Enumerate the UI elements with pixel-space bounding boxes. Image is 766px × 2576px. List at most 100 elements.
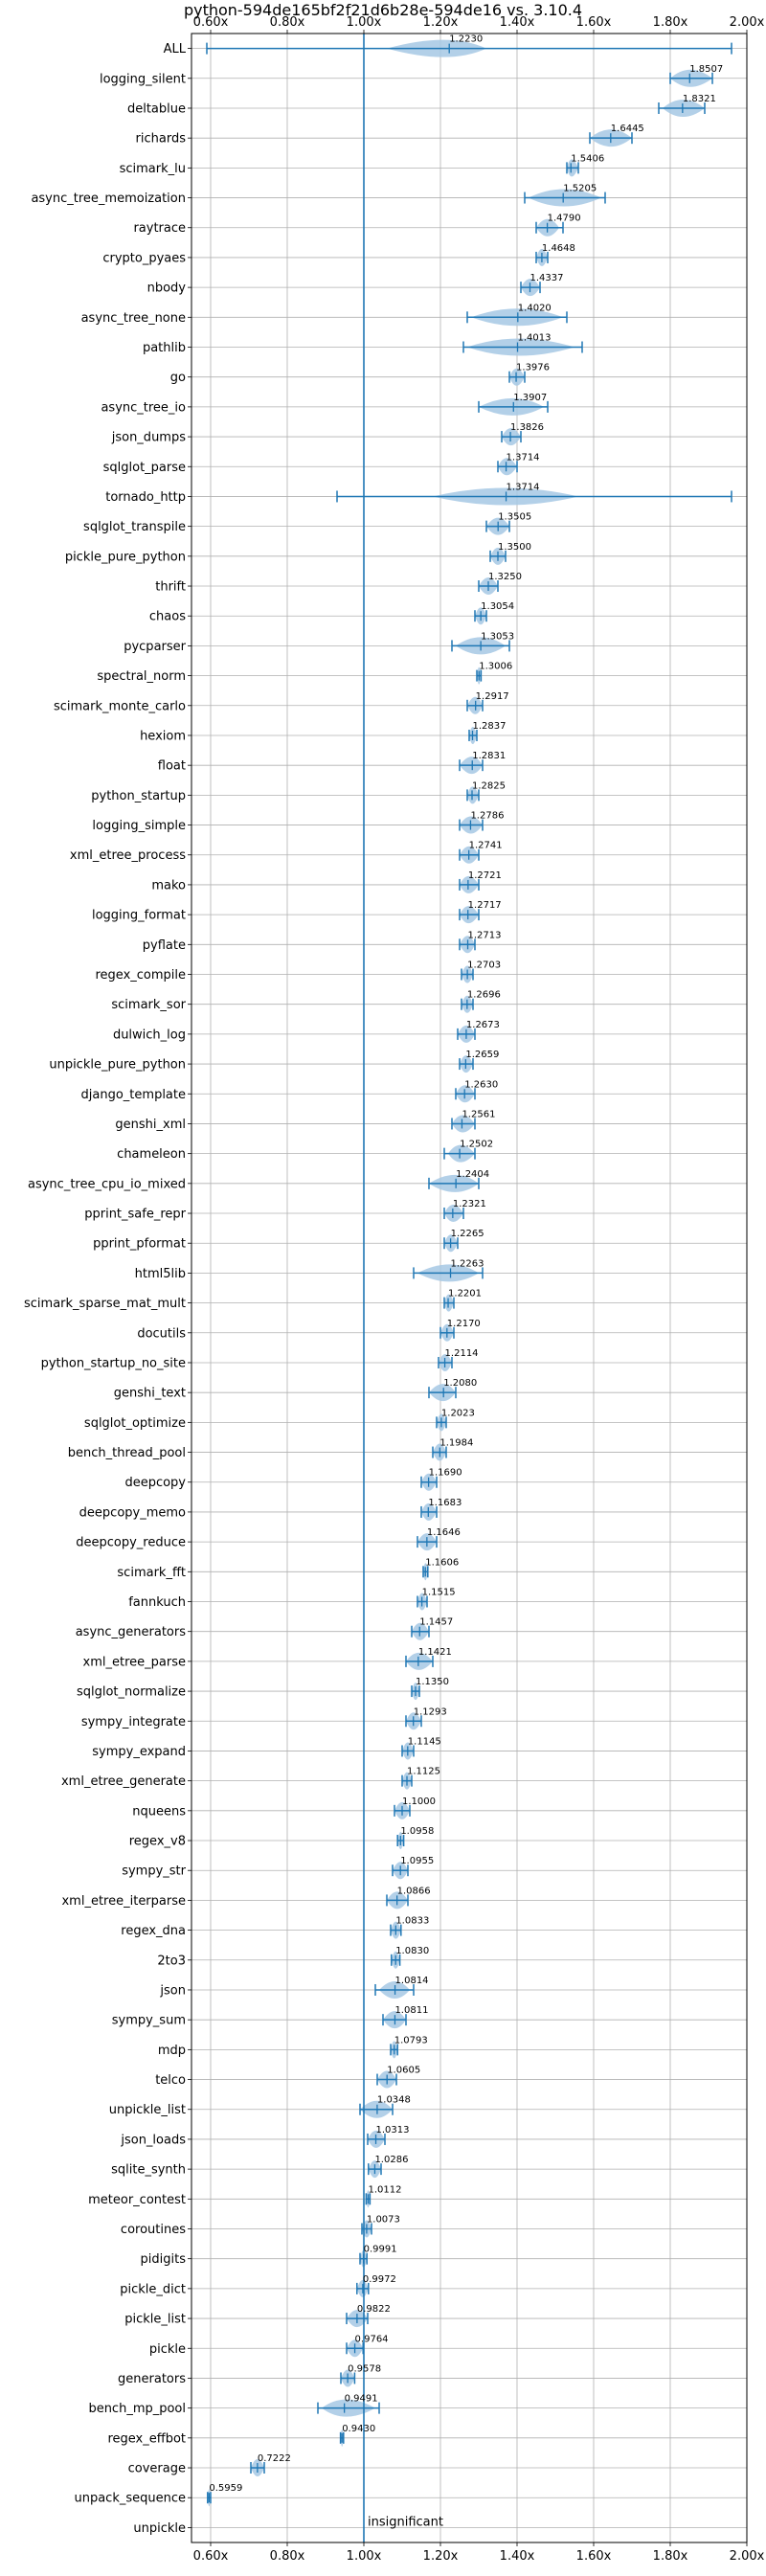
x-tick-label-bottom: 0.80x bbox=[270, 2549, 305, 2564]
value-label: 1.1457 bbox=[419, 1617, 453, 1628]
y-tick-label: pyflate bbox=[143, 938, 186, 953]
value-label: 1.2721 bbox=[468, 870, 502, 881]
value-label: 0.9822 bbox=[357, 2304, 391, 2315]
y-tick-label: sympy_expand bbox=[92, 1745, 186, 1759]
value-label: 1.5205 bbox=[563, 184, 597, 194]
y-tick-label: telco bbox=[155, 2073, 186, 2088]
x-tick-label-top: 1.20x bbox=[423, 15, 459, 30]
x-tick-label-top: 0.60x bbox=[193, 15, 229, 30]
y-tick-label: thrift bbox=[155, 580, 186, 595]
y-tick-label: nqueens bbox=[132, 1804, 186, 1819]
y-tick-label: pathlib bbox=[143, 341, 186, 355]
error-bars bbox=[206, 42, 732, 2504]
y-tick-label: regex_dna bbox=[121, 1924, 186, 1938]
x-tick-labels: 0.60x 0.60x 0.80x 0.80x 1.00x 1.00x 1.20x 1.20x… bbox=[193, 15, 765, 2564]
y-tick-label: logging_silent bbox=[100, 72, 186, 86]
y-tick-label: deepcopy_memo bbox=[79, 1505, 186, 1520]
y-tick-label: scimark_lu bbox=[120, 162, 186, 176]
y-tick-label: tornado_http bbox=[105, 490, 186, 505]
x-tick-label-top: 1.60x bbox=[576, 15, 612, 30]
y-tick-label: unpickle bbox=[133, 2521, 186, 2536]
value-label: 1.3907 bbox=[513, 393, 547, 403]
y-tick-label: dulwich_log bbox=[113, 1028, 186, 1042]
y-tick-label: async_tree_none bbox=[81, 311, 186, 326]
value-label: 1.4337 bbox=[529, 273, 563, 283]
y-tick-label: pickle bbox=[149, 2342, 186, 2357]
x-tick-label-bottom: 1.20x bbox=[423, 2549, 459, 2564]
value-label: 1.3976 bbox=[516, 363, 550, 373]
y-tick-label: xml_etree_parse bbox=[83, 1655, 186, 1669]
value-label: 1.2321 bbox=[453, 1199, 486, 1209]
value-label: 1.1515 bbox=[422, 1588, 456, 1598]
y-tick-label: float bbox=[158, 759, 186, 774]
value-label: 1.3826 bbox=[510, 422, 544, 433]
y-tick-label: pycparser bbox=[124, 640, 186, 654]
value-label: 0.9430 bbox=[342, 2424, 375, 2434]
value-label: 1.0073 bbox=[367, 2215, 400, 2226]
value-label: 0.7222 bbox=[258, 2453, 291, 2464]
y-tick-label: deltablue bbox=[127, 102, 186, 116]
y-tick-label: regex_compile bbox=[95, 968, 186, 983]
y-tick-label: scimark_monte_carlo bbox=[54, 699, 186, 713]
y-tick-label: async_tree_cpu_io_mixed bbox=[28, 1177, 186, 1191]
y-tick-label: genshi_text bbox=[114, 1387, 186, 1401]
y-tick-label: scimark_sparse_mat_mult bbox=[24, 1297, 186, 1311]
value-label: 1.0833 bbox=[395, 1916, 429, 1927]
value-label: 1.8507 bbox=[689, 64, 723, 75]
y-tick-label: mdp bbox=[158, 2044, 186, 2058]
value-label: 1.2201 bbox=[448, 1289, 482, 1299]
value-label: 1.2717 bbox=[468, 900, 502, 911]
y-tick-label: async_tree_io bbox=[101, 400, 186, 415]
value-label: 0.9491 bbox=[345, 2394, 378, 2405]
value-label: 1.5406 bbox=[571, 153, 604, 164]
y-tick-label: pickle_list bbox=[124, 2313, 186, 2327]
y-tick-label: python_startup bbox=[91, 789, 186, 803]
y-tick-label: sqlglot_normalize bbox=[77, 1685, 186, 1700]
value-label: 1.2917 bbox=[476, 691, 509, 702]
y-tick-label: async_generators bbox=[76, 1625, 187, 1639]
y-tick-label: unpickle_list bbox=[109, 2103, 186, 2117]
x-tick-label-bottom: 2.00x bbox=[730, 2549, 765, 2564]
value-label: 1.2703 bbox=[467, 960, 501, 971]
x-tick-label-bottom: 1.40x bbox=[500, 2549, 535, 2564]
value-label: 1.2080 bbox=[443, 1378, 477, 1389]
value-label: 1.2837 bbox=[472, 721, 506, 732]
y-tick-label: django_template bbox=[81, 1088, 186, 1102]
value-label: 1.6445 bbox=[611, 124, 644, 134]
value-label: 1.4648 bbox=[542, 243, 575, 254]
value-label: 1.3053 bbox=[481, 631, 514, 642]
y-tick-label: html5lib bbox=[135, 1267, 186, 1281]
value-label: 1.0605 bbox=[387, 2066, 420, 2076]
y-tick-label: sqlglot_parse bbox=[103, 461, 186, 475]
y-tick-label: sympy_integrate bbox=[81, 1715, 186, 1729]
value-label: 0.9991 bbox=[364, 2245, 397, 2255]
value-label: 1.3006 bbox=[479, 662, 512, 672]
x-tick-label-top: 1.40x bbox=[500, 15, 535, 30]
y-tick-label: deepcopy_reduce bbox=[76, 1536, 186, 1550]
y-tick-label: richards bbox=[136, 132, 187, 147]
y-tick-label: fannkuch bbox=[128, 1595, 186, 1610]
value-label: 1.2741 bbox=[469, 841, 503, 851]
value-label: 1.3714 bbox=[507, 482, 540, 492]
x-tick-label-top: 0.80x bbox=[270, 15, 305, 30]
value-label: 1.0958 bbox=[400, 1826, 434, 1837]
x-tick-label-bottom: 1.00x bbox=[347, 2549, 382, 2564]
value-label: 1.2502 bbox=[460, 1140, 493, 1150]
y-tick-labels: ALL logging_silent deltablue richards scimar… bbox=[24, 42, 192, 2536]
value-label: 1.2713 bbox=[468, 930, 502, 940]
value-label: 1.2659 bbox=[465, 1050, 499, 1060]
y-tick-label: json_loads bbox=[120, 2133, 186, 2147]
value-label: 1.1606 bbox=[425, 1557, 459, 1568]
y-tick-label: json_dumps bbox=[111, 431, 186, 445]
value-label: 1.0313 bbox=[376, 2125, 410, 2135]
y-tick-label: regex_effbot bbox=[107, 2431, 186, 2446]
value-label: 0.9764 bbox=[355, 2334, 389, 2344]
value-label: 1.2023 bbox=[441, 1408, 475, 1418]
value-label: 0.9578 bbox=[348, 2363, 381, 2374]
value-label: 1.1984 bbox=[439, 1438, 473, 1449]
y-tick-label: json bbox=[159, 1983, 186, 1998]
value-label: 1.1646 bbox=[427, 1527, 461, 1538]
y-tick-label: deepcopy bbox=[124, 1476, 186, 1490]
y-tick-label: pidigits bbox=[141, 2252, 187, 2267]
y-tick-label: raytrace bbox=[133, 221, 186, 236]
